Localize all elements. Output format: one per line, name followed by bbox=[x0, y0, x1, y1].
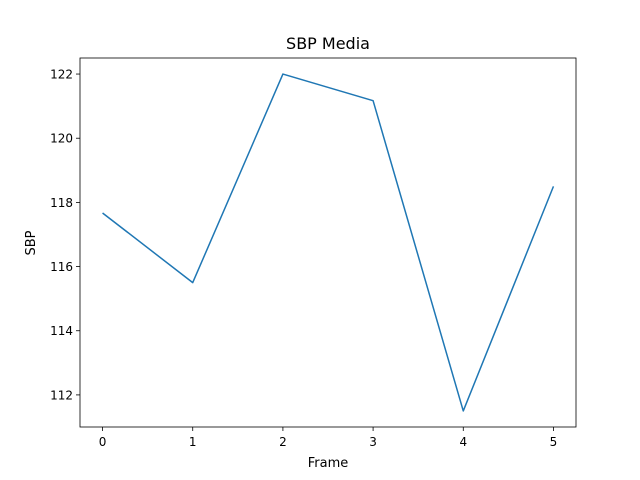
ticks-layer: 0 1 2 3 4 5 112 114 116 118 120 122 bbox=[50, 68, 557, 449]
y-tick-label: 120 bbox=[50, 132, 73, 146]
x-tick-label: 3 bbox=[369, 435, 377, 449]
x-tick-label: 2 bbox=[279, 435, 287, 449]
y-tick-label: 112 bbox=[50, 388, 73, 402]
axes-frame bbox=[79, 57, 577, 428]
y-tick-label: 116 bbox=[50, 260, 73, 274]
chart-title: SBP Media bbox=[286, 34, 370, 53]
y-tick-label: 118 bbox=[50, 196, 73, 210]
series-line-0 bbox=[102, 73, 555, 412]
y-axis-label: SBP bbox=[24, 230, 39, 255]
x-tick-label: 4 bbox=[459, 435, 467, 449]
series-layer bbox=[102, 73, 555, 412]
x-tick-label: 0 bbox=[99, 435, 107, 449]
axes-layer bbox=[79, 57, 577, 428]
x-axis-label: Frame bbox=[308, 456, 349, 471]
y-tick-label: 122 bbox=[50, 68, 73, 82]
y-tick-label: 114 bbox=[50, 324, 73, 338]
x-tick-label: 5 bbox=[550, 435, 558, 449]
x-tick-label: 1 bbox=[189, 435, 197, 449]
